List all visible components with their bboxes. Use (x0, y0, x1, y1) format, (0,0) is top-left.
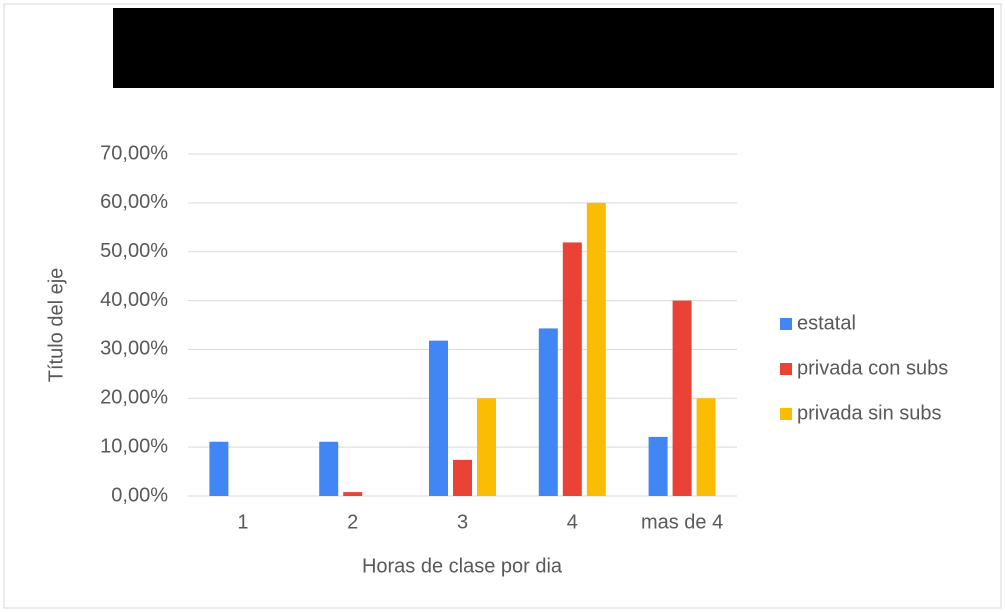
y-axis-title: Título del eje (45, 268, 67, 383)
legend-label: privada con subs (797, 357, 948, 379)
y-tick-label: 20,00% (100, 387, 168, 409)
x-tick-label: 1 (237, 511, 248, 533)
bar (538, 328, 558, 496)
y-tick-label: 60,00% (100, 191, 168, 213)
x-tick-label: 4 (567, 511, 578, 533)
chart-frame (3, 3, 1002, 609)
bar (477, 398, 496, 496)
bar (343, 492, 363, 496)
redacted-title (113, 8, 994, 88)
bar (648, 436, 668, 496)
y-tick-label: 30,00% (100, 338, 168, 360)
bar (453, 459, 472, 496)
bar (429, 340, 448, 496)
legend-swatch (780, 318, 792, 330)
bar (696, 398, 716, 496)
bar (319, 441, 339, 496)
y-tick-label: 0,00% (111, 484, 168, 506)
bar (672, 300, 692, 496)
legend-swatch (780, 408, 792, 420)
x-tick-label: 3 (457, 511, 468, 533)
legend-swatch (780, 363, 792, 375)
y-tick-label: 10,00% (100, 435, 168, 457)
y-tick-label: 70,00% (100, 142, 168, 164)
y-tick-label: 50,00% (100, 240, 168, 262)
x-axis-title: Horas de clase por dia (362, 555, 563, 577)
legend-label: privada sin subs (797, 402, 942, 424)
bar (209, 441, 229, 496)
y-tick-label: 40,00% (100, 289, 168, 311)
bar (562, 242, 582, 496)
bar (586, 202, 606, 496)
x-tick-label: mas de 4 (641, 511, 723, 533)
x-tick-label: 2 (347, 511, 358, 533)
legend-label: estatal (797, 312, 856, 334)
